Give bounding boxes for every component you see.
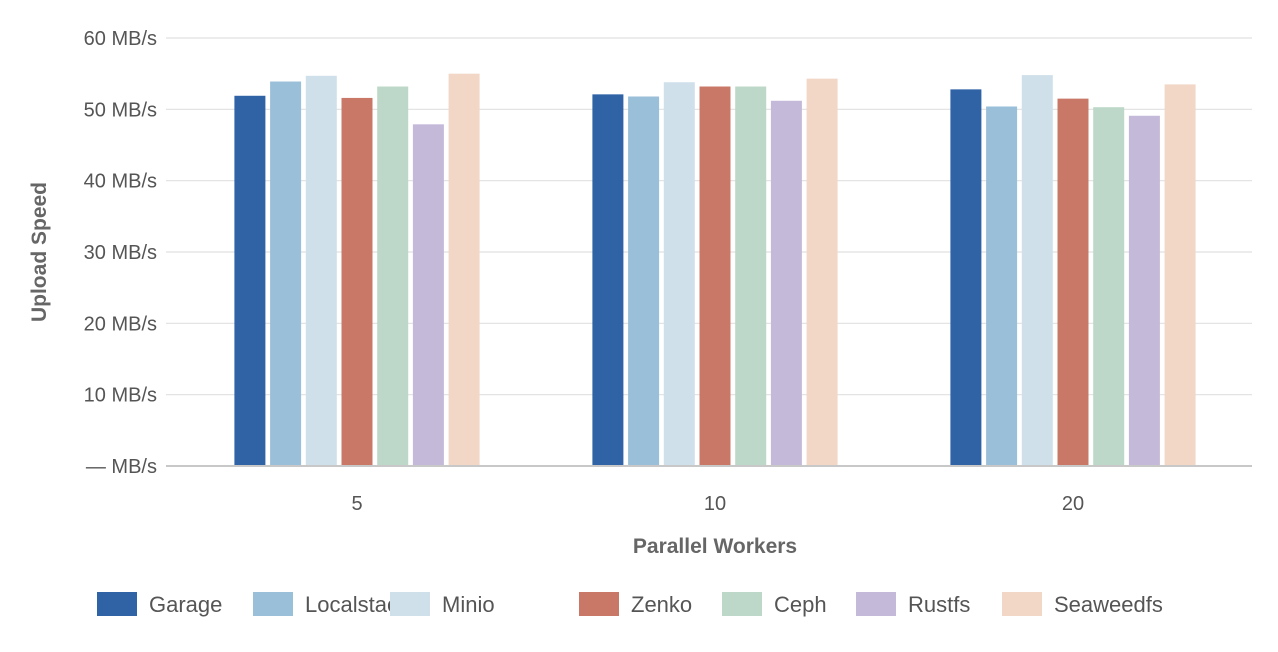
legend-swatch-zenko <box>579 592 619 616</box>
legend-label-minio: Minio <box>442 592 495 617</box>
legend-swatch-localstack <box>253 592 293 616</box>
y-axis-tick-labels: 60 MB/s 50 MB/s 40 MB/s 30 MB/s 20 MB/s 10 MB… <box>84 28 157 478</box>
legend-swatch-rustfs <box>856 592 896 616</box>
y-tick-label: — MB/s <box>86 456 157 478</box>
bar-localstack-20 <box>986 106 1018 466</box>
bar-zenko-5 <box>341 97 373 467</box>
legend-label-rustfs: Rustfs <box>908 592 970 617</box>
legend-swatch-seaweedfs <box>1002 592 1042 616</box>
bar-localstack-10 <box>628 96 660 466</box>
y-tick-label: 10 MB/s <box>84 385 157 407</box>
x-tick-label: 5 <box>351 493 362 515</box>
x-tick-label: 10 <box>704 493 726 515</box>
bar-ceph-5 <box>377 86 409 467</box>
bar-garage-5 <box>234 95 266 466</box>
bar-zenko-20 <box>1057 98 1089 466</box>
legend: Garage Localstack Minio Zenko Ceph Rustfs Seaw… <box>97 592 1163 617</box>
bar-zenko-10 <box>699 86 731 467</box>
bar-garage-20 <box>950 89 982 467</box>
x-axis-tick-labels: 5 10 20 <box>351 493 1084 515</box>
bars <box>234 73 1196 467</box>
legend-swatch-ceph <box>722 592 762 616</box>
bar-seaweedfs-20 <box>1164 84 1196 466</box>
y-tick-label: 40 MB/s <box>84 171 157 193</box>
bar-garage-10 <box>592 94 624 466</box>
x-axis-title: Parallel Workers <box>633 535 797 558</box>
y-tick-label: 20 MB/s <box>84 313 157 335</box>
y-axis-title: Upload Speed <box>28 182 51 322</box>
bar-seaweedfs-5 <box>448 73 480 467</box>
legend-swatch-minio <box>390 592 430 616</box>
y-tick-label: 30 MB/s <box>84 242 157 264</box>
bar-rustfs-20 <box>1128 115 1160 467</box>
bar-minio-5 <box>305 75 337 466</box>
bar-ceph-10 <box>735 86 767 467</box>
y-tick-label: 50 MB/s <box>84 99 157 121</box>
legend-label-seaweedfs: Seaweedfs <box>1054 592 1163 617</box>
bar-minio-20 <box>1021 75 1053 467</box>
legend-label-garage: Garage <box>149 592 222 617</box>
legend-swatch-garage <box>97 592 137 616</box>
bar-ceph-20 <box>1093 107 1125 467</box>
bar-rustfs-5 <box>412 124 444 467</box>
legend-label-ceph: Ceph <box>774 592 827 617</box>
bar-rustfs-10 <box>770 100 802 467</box>
bar-minio-10 <box>663 82 695 466</box>
bar-localstack-5 <box>270 81 302 466</box>
bar-seaweedfs-10 <box>806 78 838 466</box>
legend-label-zenko: Zenko <box>631 592 692 617</box>
y-tick-label: 60 MB/s <box>84 28 157 50</box>
x-tick-label: 20 <box>1062 493 1084 515</box>
